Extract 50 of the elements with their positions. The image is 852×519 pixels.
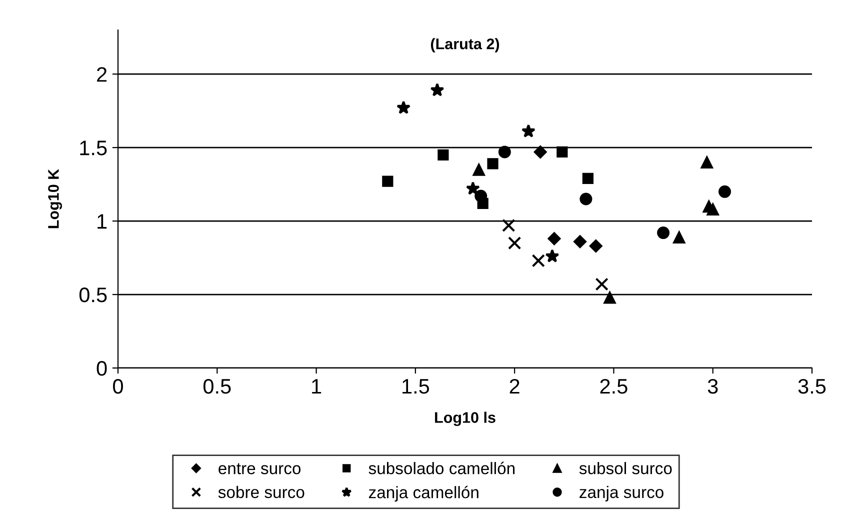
point bbox=[382, 176, 394, 187]
point bbox=[545, 249, 560, 262]
point bbox=[706, 203, 720, 216]
point bbox=[534, 145, 547, 159]
x-tick-label: 1.5 bbox=[402, 379, 430, 394]
point bbox=[589, 239, 602, 253]
legend-label: subsolado camellón bbox=[368, 462, 515, 474]
legend-label: zanja surco bbox=[580, 486, 664, 502]
x-tick-label: 1 bbox=[312, 379, 322, 394]
x-tick-label: 3.5 bbox=[798, 378, 826, 394]
chart-title: (Laruta 2) bbox=[430, 38, 500, 52]
point bbox=[595, 278, 608, 291]
x-tick-label: 2 bbox=[510, 378, 520, 394]
point bbox=[532, 254, 545, 268]
point bbox=[521, 124, 536, 138]
point bbox=[502, 218, 516, 232]
x-tick-label: 2.5 bbox=[600, 378, 628, 394]
y-tick-label: 1 bbox=[98, 214, 107, 229]
point bbox=[556, 146, 568, 158]
point bbox=[700, 156, 714, 169]
y-tick-label: 2 bbox=[97, 67, 107, 82]
legend-label: entre surco bbox=[218, 463, 301, 474]
point bbox=[604, 291, 616, 304]
point bbox=[508, 236, 522, 250]
point bbox=[396, 100, 411, 114]
x-tick-label: 3 bbox=[708, 378, 718, 394]
point bbox=[580, 192, 592, 206]
x-tick-label: 0.5 bbox=[203, 378, 231, 394]
legend-label: sobre surco bbox=[218, 486, 304, 498]
point bbox=[573, 235, 587, 248]
point bbox=[472, 163, 486, 176]
point bbox=[466, 181, 480, 195]
point bbox=[657, 226, 670, 240]
legend-label: subsol surco bbox=[579, 462, 672, 474]
y-tick-label: 1.5 bbox=[80, 140, 107, 156]
point bbox=[548, 232, 561, 246]
point bbox=[430, 82, 444, 96]
point bbox=[672, 230, 686, 244]
point bbox=[582, 172, 594, 184]
point bbox=[718, 185, 732, 198]
x-tick-label: 0 bbox=[113, 378, 123, 394]
legend-label: zanja camellón bbox=[368, 486, 478, 502]
y-tick-label: 0.5 bbox=[79, 288, 107, 302]
y-tick-label: 0 bbox=[96, 361, 107, 376]
y-axis-title: Log10 K bbox=[48, 169, 62, 228]
x-axis-title: Log10 ls bbox=[435, 412, 496, 426]
point bbox=[498, 146, 511, 158]
point bbox=[438, 149, 449, 160]
point bbox=[487, 158, 498, 170]
point bbox=[474, 190, 488, 202]
